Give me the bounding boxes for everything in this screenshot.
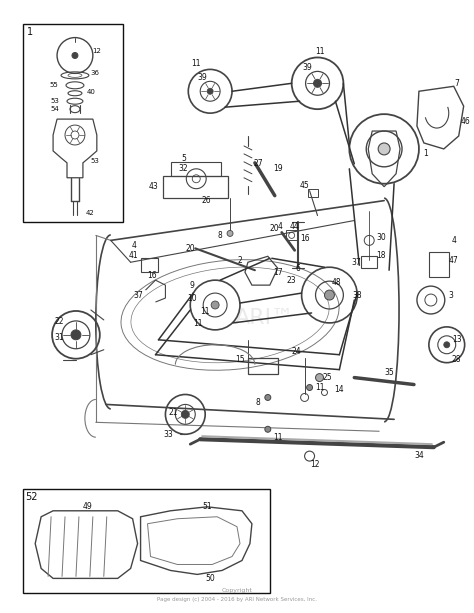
- Text: 11: 11: [201, 308, 210, 316]
- Text: 40: 40: [86, 89, 95, 95]
- Text: 52: 52: [25, 492, 37, 502]
- Text: 37: 37: [134, 291, 144, 300]
- Circle shape: [211, 301, 219, 309]
- Bar: [23, 489, 270, 593]
- Bar: [141, 258, 158, 272]
- Bar: [164, 176, 228, 197]
- Text: 1: 1: [27, 26, 33, 37]
- Text: 15: 15: [235, 355, 245, 364]
- Text: 34: 34: [414, 451, 424, 460]
- Text: 43: 43: [149, 182, 158, 191]
- Text: 11: 11: [273, 433, 283, 442]
- Text: 1: 1: [423, 150, 428, 158]
- Text: 4: 4: [131, 241, 136, 250]
- Text: Copyright: Copyright: [221, 588, 253, 593]
- Text: 41: 41: [129, 251, 138, 260]
- Text: 39: 39: [197, 73, 207, 82]
- Text: 28: 28: [452, 355, 462, 364]
- Text: 5: 5: [181, 154, 186, 164]
- Circle shape: [307, 384, 312, 390]
- Text: 16: 16: [148, 271, 157, 280]
- Text: 31: 31: [54, 333, 64, 342]
- Text: 38: 38: [353, 291, 362, 300]
- Bar: [286, 230, 298, 240]
- Text: 20: 20: [270, 224, 280, 233]
- Text: 11: 11: [315, 383, 324, 392]
- Text: 3: 3: [448, 291, 453, 300]
- Text: 11: 11: [193, 319, 203, 329]
- Text: 4: 4: [277, 222, 282, 231]
- Text: 25: 25: [323, 373, 332, 382]
- Text: 8: 8: [255, 398, 260, 407]
- Text: 7: 7: [454, 79, 459, 88]
- Text: 6: 6: [295, 264, 300, 273]
- Text: 39: 39: [303, 63, 312, 72]
- Text: 33: 33: [164, 430, 173, 439]
- Text: 23: 23: [287, 276, 297, 284]
- Text: 53: 53: [91, 158, 99, 164]
- Text: 8: 8: [218, 231, 222, 240]
- Text: 19: 19: [273, 164, 283, 173]
- Circle shape: [265, 395, 271, 400]
- Circle shape: [313, 79, 321, 87]
- Text: 16: 16: [300, 234, 310, 243]
- Text: 32: 32: [179, 164, 188, 173]
- Circle shape: [182, 410, 189, 418]
- Text: 11: 11: [191, 59, 201, 68]
- Circle shape: [265, 426, 271, 432]
- Text: 11: 11: [315, 47, 324, 56]
- Text: 12: 12: [92, 48, 101, 53]
- Text: 50: 50: [205, 574, 215, 583]
- Text: 55: 55: [49, 82, 58, 88]
- Text: 2: 2: [237, 256, 242, 265]
- Text: 36: 36: [91, 70, 100, 77]
- Bar: [172, 162, 221, 176]
- Text: 49: 49: [83, 502, 93, 511]
- Text: 12: 12: [310, 460, 319, 468]
- Text: 45: 45: [300, 181, 310, 190]
- Circle shape: [325, 290, 335, 300]
- Text: 13: 13: [452, 335, 462, 345]
- Circle shape: [316, 373, 323, 381]
- Text: 26: 26: [201, 196, 211, 205]
- Text: 35: 35: [384, 368, 394, 377]
- Text: 47: 47: [449, 256, 459, 265]
- Text: 10: 10: [187, 294, 197, 303]
- Circle shape: [71, 330, 81, 340]
- Text: 51: 51: [202, 502, 212, 511]
- Bar: [308, 189, 318, 197]
- Text: 42: 42: [85, 210, 94, 216]
- Circle shape: [207, 88, 213, 94]
- Text: 46: 46: [461, 116, 471, 126]
- Text: 21: 21: [169, 408, 178, 417]
- Text: Page design (c) 2004 - 2016 by ARI Network Services, Inc.: Page design (c) 2004 - 2016 by ARI Netwo…: [157, 597, 317, 602]
- Text: 30: 30: [376, 233, 386, 242]
- Bar: [361, 256, 377, 268]
- Text: ARI™: ARI™: [235, 308, 294, 328]
- Text: 48: 48: [332, 278, 341, 287]
- Text: 22: 22: [55, 318, 64, 326]
- Circle shape: [72, 53, 78, 58]
- Text: 18: 18: [376, 251, 386, 260]
- Text: 24: 24: [292, 347, 301, 356]
- Circle shape: [227, 230, 233, 237]
- Text: 17: 17: [273, 268, 283, 276]
- Text: 14: 14: [335, 385, 344, 394]
- Bar: [248, 358, 278, 373]
- Text: 20: 20: [185, 244, 195, 253]
- Circle shape: [444, 342, 450, 348]
- Bar: [23, 24, 123, 223]
- Bar: [429, 253, 449, 277]
- Text: 27: 27: [253, 159, 263, 169]
- Text: 53: 53: [50, 98, 59, 104]
- Text: 37: 37: [351, 257, 361, 267]
- Text: 44: 44: [290, 222, 300, 231]
- Text: 4: 4: [451, 236, 456, 245]
- Text: 54: 54: [50, 106, 59, 112]
- Circle shape: [378, 143, 390, 155]
- Text: 9: 9: [190, 281, 195, 289]
